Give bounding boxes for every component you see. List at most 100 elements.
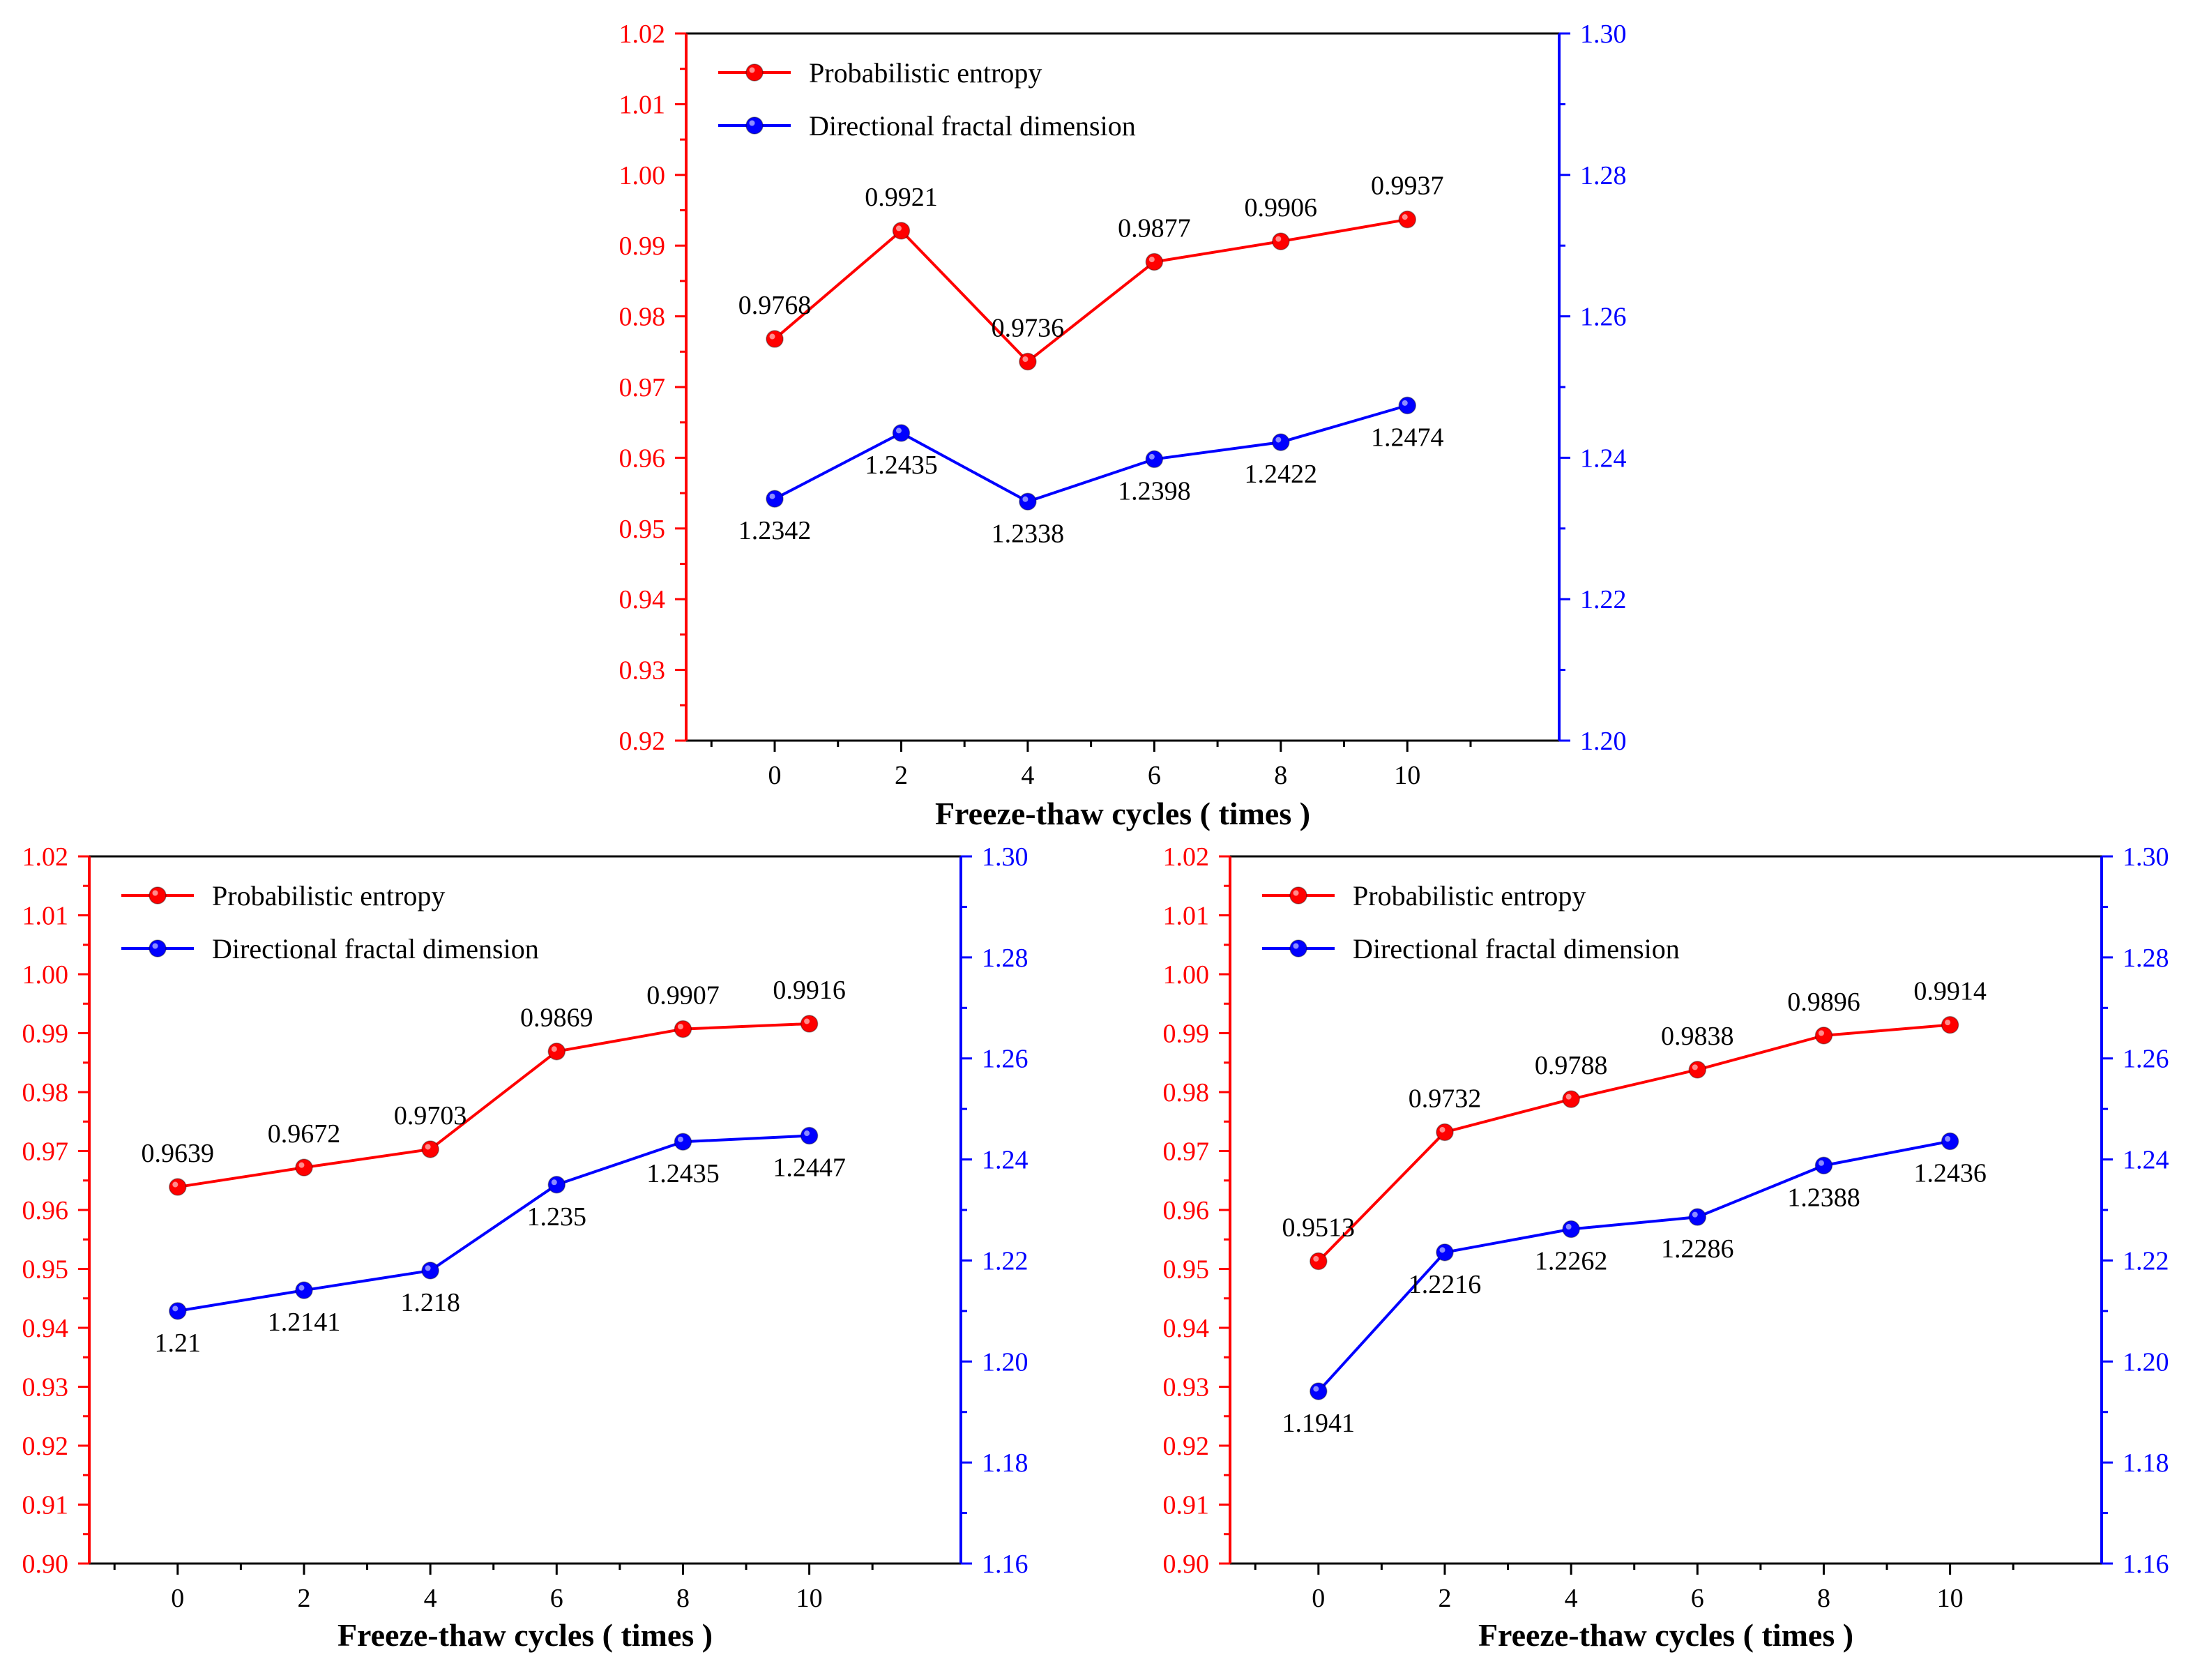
data-point [1688, 1061, 1707, 1079]
right-y-tick-label: 1.28 [2123, 944, 2169, 973]
data-point [1814, 1156, 1833, 1175]
legend-item: Probabilistic entropy [1262, 880, 1586, 911]
x-tick-label: 2 [1438, 1584, 1451, 1613]
left-y-tick-label: 0.96 [1163, 1196, 1210, 1225]
data-point [1688, 1208, 1707, 1226]
chart-panel-bottom-left: 0 2 4 6 8 100.900.910.920.930.940.950.960.970… [22, 842, 1029, 1653]
right-y-tick-label: 1.28 [1580, 161, 1627, 190]
data-point [1562, 1220, 1580, 1239]
right-y-tick-label: 1.24 [2123, 1146, 2169, 1175]
data-point-highlight [1818, 1030, 1824, 1036]
data-label: 0.9907 [646, 981, 720, 1011]
data-label: 0.9768 [738, 291, 812, 320]
data-point [1145, 450, 1164, 469]
legend-swatch-highlight [1293, 943, 1299, 949]
right-y-tick-label: 1.22 [982, 1246, 1029, 1276]
legend-swatch-marker [149, 886, 167, 905]
x-tick-label: 10 [1937, 1584, 1964, 1613]
data-label: 1.218 [400, 1288, 460, 1317]
left-y-tick-label: 0.99 [619, 232, 666, 261]
data-point-highlight [769, 493, 775, 499]
legend-swatch-highlight [749, 67, 755, 73]
left-y-tick-label: 1.00 [619, 161, 666, 190]
right-y-tick-label: 1.20 [1580, 727, 1627, 756]
data-label: 0.9869 [520, 1004, 593, 1033]
left-y-tick-label: 1.01 [1163, 902, 1210, 931]
data-point-highlight [1022, 356, 1029, 362]
left-y-tick-label: 0.96 [22, 1196, 69, 1225]
data-label: 0.9736 [992, 313, 1065, 342]
x-tick-label: 4 [424, 1584, 437, 1613]
data-label: 1.2435 [646, 1159, 720, 1188]
chart-panel-bottom-right: 0 2 4 6 8 10 0.90 0.91 0.92 0.93 0.94 0.95 0.96 0.97 0… [1163, 842, 2169, 1653]
x-tick-label: 8 [1274, 761, 1287, 790]
legend-swatch-marker [149, 939, 167, 958]
data-label: 0.9906 [1245, 193, 1318, 222]
left-y-tick-label: 0.92 [1163, 1432, 1210, 1461]
legend: Probabilistic entropy Directional fractal… [1262, 880, 1680, 964]
data-point [892, 222, 911, 240]
data-label: 1.2141 [268, 1308, 341, 1337]
legend-swatch-marker [1289, 939, 1307, 958]
data-point-highlight [895, 427, 902, 434]
x-tick-label: 6 [1691, 1584, 1704, 1613]
data-point [547, 1176, 566, 1194]
legend-swatch-marker [745, 63, 764, 82]
left-y-tick-label: 0.94 [1163, 1314, 1210, 1343]
data-point [1436, 1123, 1454, 1142]
data-label: 1.2436 [1913, 1158, 1987, 1188]
left-y-tick-label: 0.97 [22, 1137, 69, 1167]
legend-item: Directional fractal dimension [1262, 933, 1680, 964]
data-label: 0.9838 [1661, 1022, 1734, 1051]
data-label: 0.9877 [1118, 214, 1191, 243]
right-y-tick-label: 1.20 [982, 1347, 1029, 1377]
data-point-highlight [1313, 1386, 1319, 1392]
left-y-tick-label: 0.94 [619, 585, 666, 614]
data-point-highlight [1692, 1064, 1698, 1070]
x-tick-label: 4 [1565, 1584, 1578, 1613]
data-point [169, 1302, 187, 1320]
legend-label: Directional fractal dimension [1353, 933, 1680, 964]
data-label: 0.9916 [773, 976, 846, 1005]
data-point-highlight [1402, 214, 1408, 220]
left-y-tick-label: 0.97 [619, 373, 666, 402]
left-y-tick-label: 1.02 [1163, 842, 1210, 872]
data-point [1019, 352, 1037, 371]
left-y-tick-label: 0.99 [22, 1020, 69, 1049]
left-y-tick-label: 0.96 [619, 444, 666, 473]
x-tick-label: 10 [796, 1584, 823, 1613]
left-y-tick-label: 0.98 [619, 303, 666, 332]
legend-item: Directional fractal dimension [718, 110, 1136, 142]
data-point [892, 424, 911, 442]
data-point-highlight [425, 1265, 431, 1271]
data-point [295, 1158, 313, 1176]
data-point [1941, 1015, 1959, 1034]
right-y-tick-label: 1.26 [1580, 303, 1627, 332]
left-y-tick-label: 0.94 [22, 1314, 69, 1343]
series-line [774, 404, 1408, 504]
data-label: 1.2435 [865, 451, 938, 480]
legend-swatch-highlight [749, 120, 755, 126]
data-point-highlight [1275, 236, 1282, 242]
data-point-highlight [1565, 1093, 1572, 1100]
data-label: 1.1941 [1282, 1409, 1356, 1438]
series-directional-fractal-dimension: 1.21 1.2141 1.218 1.235 1.2435 1.2447 [155, 1126, 846, 1358]
data-point-highlight [677, 1136, 683, 1142]
data-point [674, 1133, 692, 1151]
series-line [1317, 1023, 1950, 1262]
legend-item: Probabilistic entropy [718, 57, 1042, 89]
x-tick-label: 0 [768, 761, 782, 790]
x-tick-label: 6 [550, 1584, 563, 1613]
right-y-tick-label: 1.28 [982, 944, 1029, 973]
data-label: 0.9732 [1409, 1084, 1482, 1113]
right-y-tick-label: 1.30 [982, 842, 1029, 872]
left-y-tick-label: 0.91 [1163, 1491, 1210, 1520]
right-y-tick-label: 1.30 [2123, 842, 2169, 872]
data-point-highlight [1148, 453, 1155, 460]
data-point-highlight [804, 1130, 810, 1137]
data-point-highlight [1692, 1211, 1698, 1218]
x-tick-label: 4 [1021, 761, 1034, 790]
right-y-tick-label: 1.20 [2123, 1347, 2169, 1377]
data-point [800, 1126, 819, 1145]
data-point-highlight [298, 1162, 305, 1168]
